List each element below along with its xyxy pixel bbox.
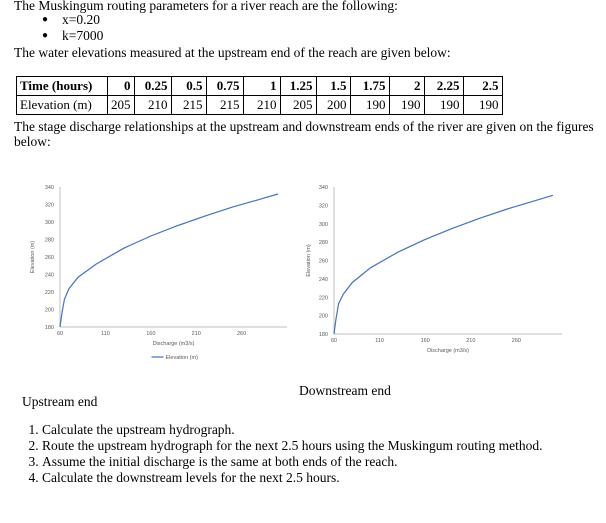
x-tick-label: 60 [331,338,337,344]
x-tick-label: 110 [101,331,110,337]
y-tick-label: 320 [319,203,328,209]
series-line [333,194,554,335]
table-cell: 190 [423,95,464,115]
table-header-time: Time (hours) [16,76,108,96]
x-tick-label: 260 [237,331,246,337]
y-tick-label: 240 [319,277,328,283]
y-tick-label: 200 [45,308,54,314]
table-cell: 200 [315,95,351,115]
y-tick-label: 240 [45,273,54,279]
x-tick-label: 160 [421,338,430,344]
downstream-label: Downstream end [299,383,391,398]
y-tick-label: 280 [319,240,328,246]
x-tick-label: 60 [57,331,63,337]
x-axis-title: Discharge (m3/s) [153,341,195,347]
stage-text: The stage discharge relationships at the… [14,119,594,134]
bullet-icon: ● [42,14,49,25]
stage-text-cont: below: [14,134,51,149]
table-cell: 215 [170,95,207,115]
x-tick-label: 260 [512,338,521,344]
water-intro-text: The water elevations measured at the ups… [14,45,451,60]
param-x: x=0.20 [62,12,100,27]
y-tick-label: 260 [45,255,54,261]
series-line [59,193,279,328]
y-tick-label: 320 [45,203,54,209]
table-cell: 0 [107,76,135,96]
x-tick-label: 210 [192,331,201,337]
table-cell: 210 [133,95,172,115]
x-tick-label: 210 [466,338,475,344]
table-cell: 190 [462,95,503,115]
table-cell: 0.5 [170,76,207,96]
y-axis-title: Elevation (m) [30,241,36,274]
table-row: Elevation (m) 205 210 215 215 210 205 20… [16,95,503,115]
y-tick-label: 220 [45,290,54,296]
y-tick-label: 260 [319,259,328,265]
table-cell: 0.75 [205,76,244,96]
table-row: Time (hours) 0 0.25 0.5 0.75 1 1.25 1.5 … [16,76,503,96]
y-tick-label: 180 [319,332,328,338]
table-cell: 2 [388,76,425,96]
legend-label: Elevation (m) [166,355,199,361]
list-item: Assume the initial discharge is the same… [42,454,543,470]
task-list: Calculate the upstream hydrograph. Route… [22,422,543,486]
elevation-table: Time (hours) 0 0.25 0.5 0.75 1 1.25 1.5 … [16,76,503,115]
table-cell: 215 [205,95,244,115]
upstream-chart: 180 200 220 240 260 280 300 320 340 60 110 160 210 26… [30,185,287,361]
table-cell: 2.25 [423,76,464,96]
y-tick-label: 300 [319,222,328,228]
y-tick-label: 200 [319,314,328,320]
table-cell: 2.5 [462,76,503,96]
intro-text: The Muskingum routing parameters for a r… [14,0,398,13]
upstream-label: Upstream end [22,394,98,409]
param-k: k=7000 [62,28,104,43]
list-item: Calculate the upstream hydrograph. [42,422,543,438]
x-tick-label: 110 [375,338,384,344]
y-tick-label: 340 [45,185,54,191]
y-tick-label: 280 [45,238,54,244]
table-cell: 1 [242,76,281,96]
table-cell: 190 [349,95,390,115]
table-cell: 210 [242,95,281,115]
y-tick-label: 220 [319,295,328,301]
x-axis-title: Discharge (m3/s) [427,348,469,354]
x-tick-label: 160 [146,331,155,337]
downstream-chart: 180 200 220 240 260 280 300 320 340 60 110 160 210 26… [306,185,562,354]
table-cell: 1.75 [349,76,390,96]
table-cell: 205 [107,95,135,115]
table-cell: 1.5 [315,76,351,96]
y-tick-label: 180 [45,325,54,331]
table-header-elevation: Elevation (m) [16,95,108,115]
y-tick-label: 300 [45,220,54,226]
table-cell: 1.25 [279,76,317,96]
bullet-icon: ● [42,30,49,41]
list-item: Route the upstream hydrograph for the ne… [42,438,543,454]
table-cell: 0.25 [133,76,172,96]
table-cell: 205 [279,95,317,115]
table-cell: 190 [388,95,425,115]
list-item: Calculate the downstream levels for the … [42,470,543,486]
y-axis-title: Elevation (m) [306,244,312,277]
y-tick-label: 340 [319,185,328,191]
